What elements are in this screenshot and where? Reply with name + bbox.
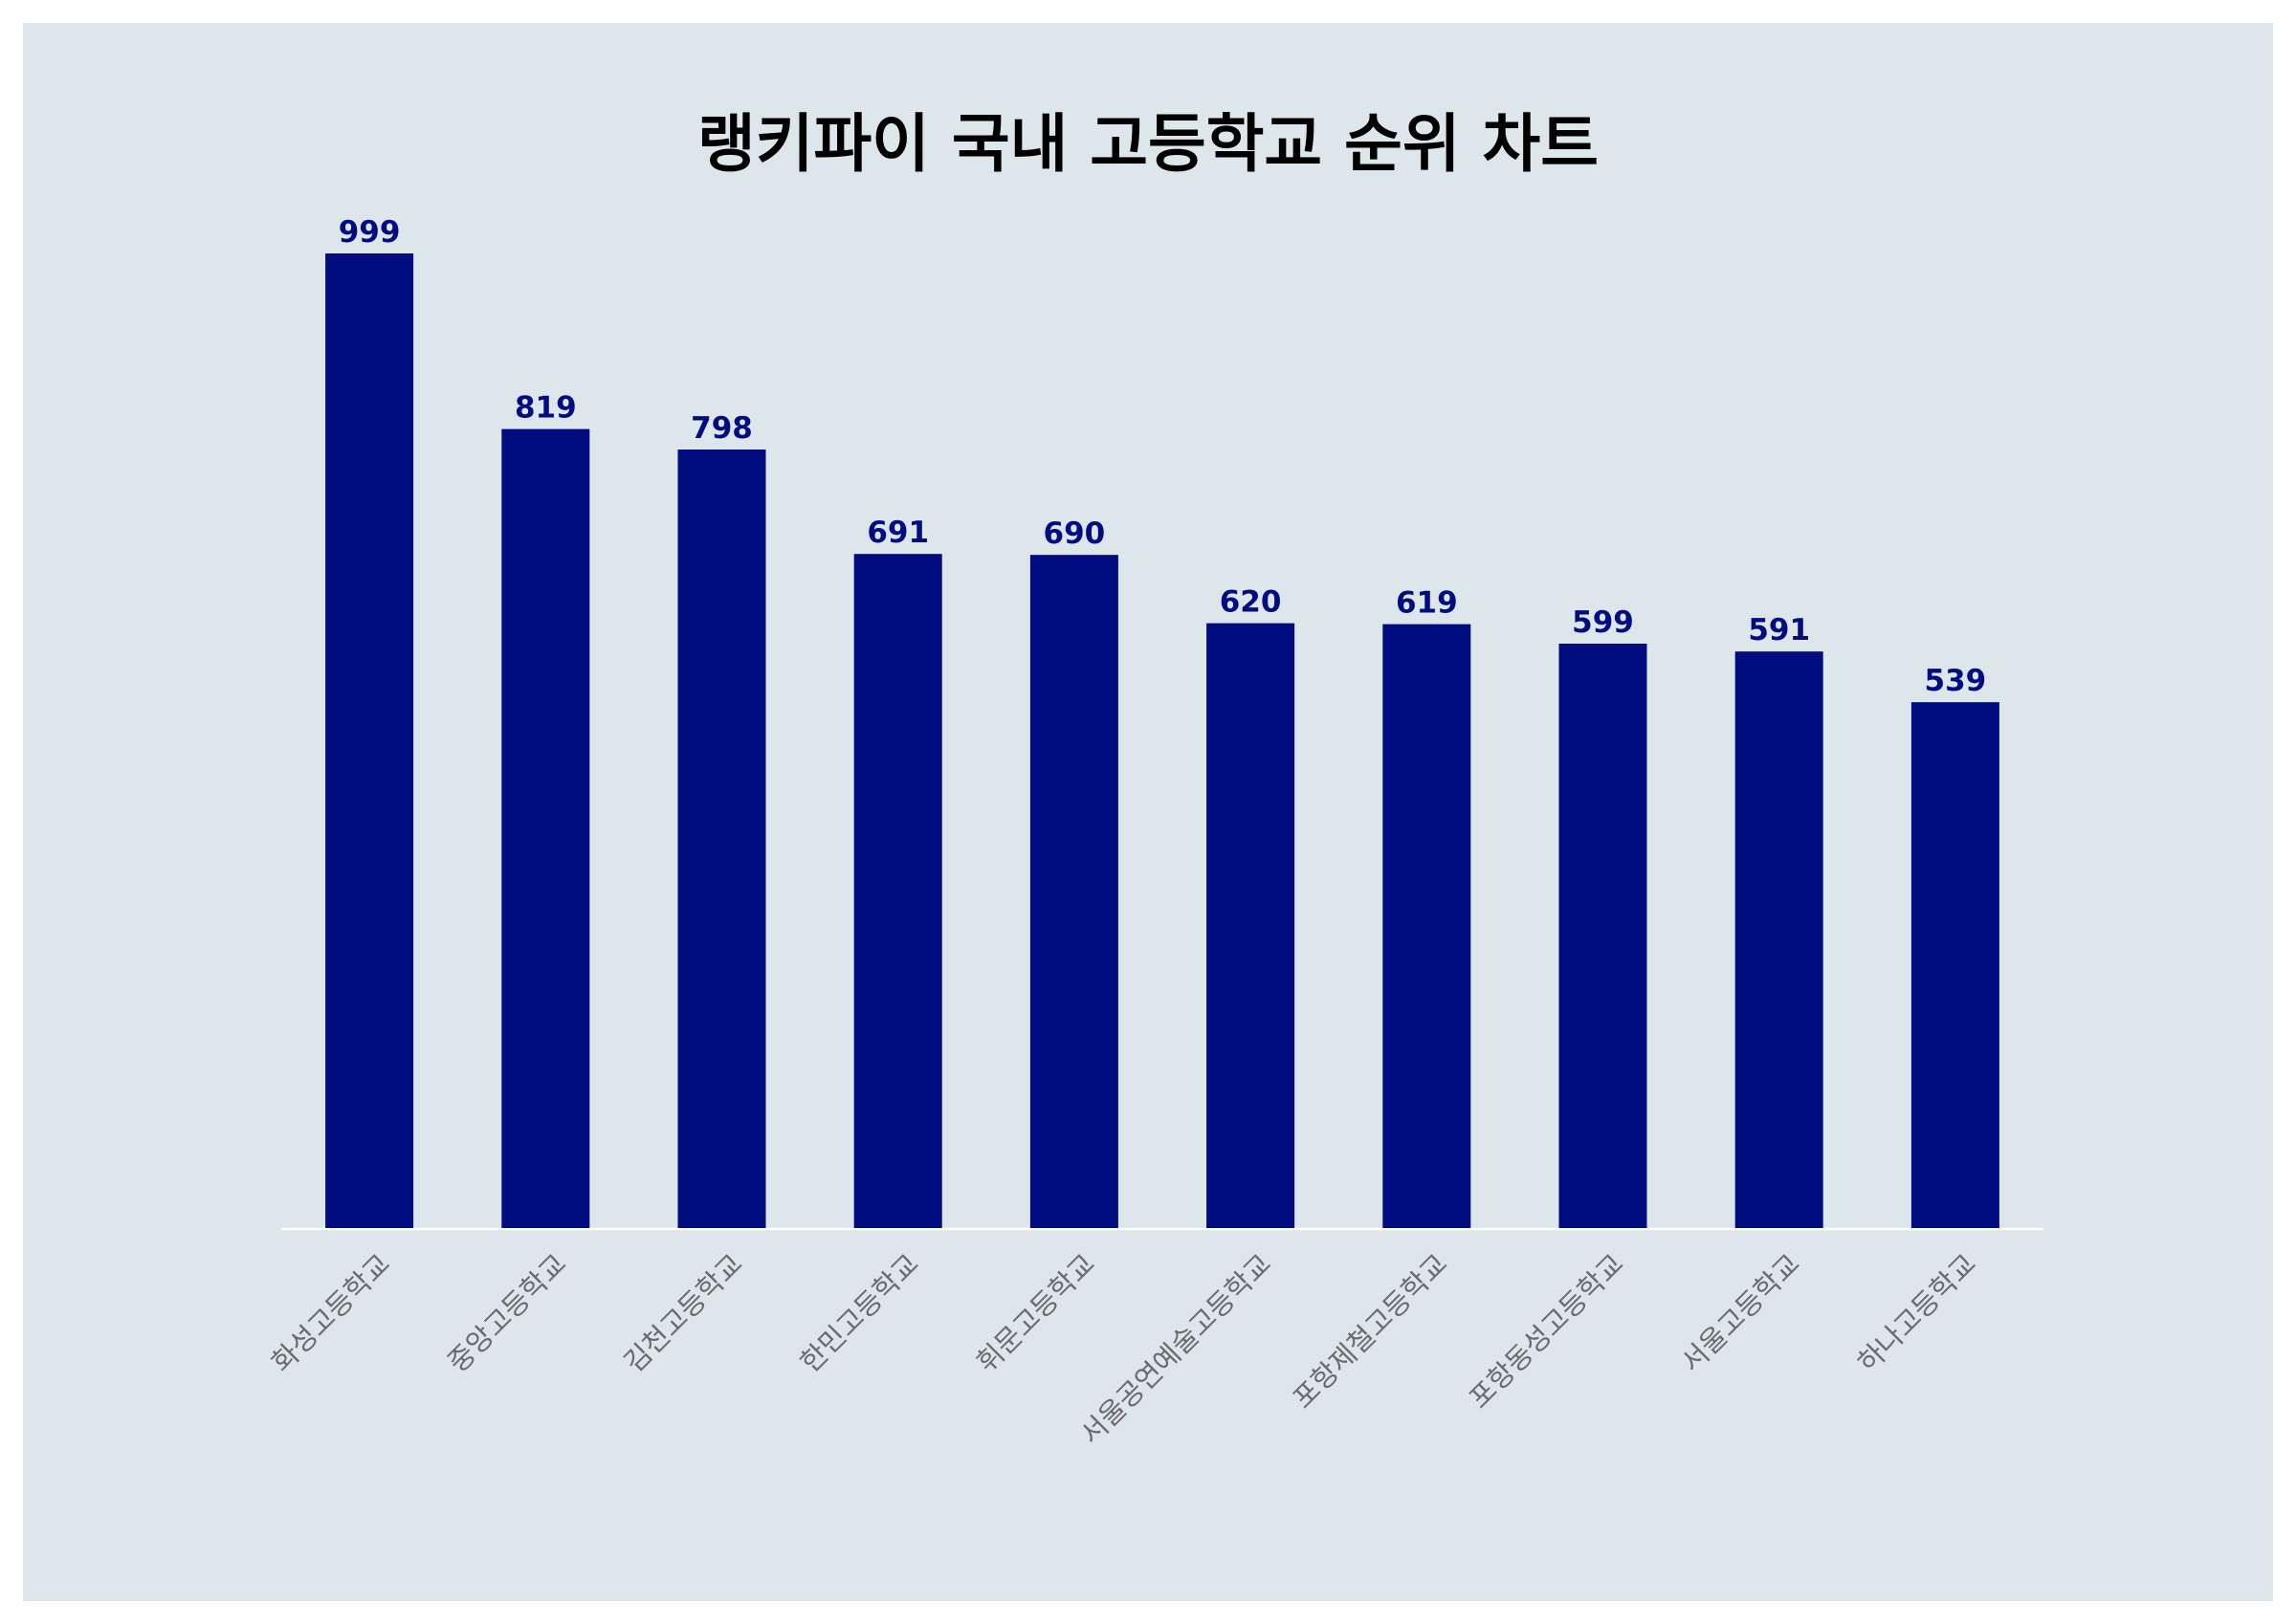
bar xyxy=(1029,555,1118,1228)
x-tick-label: 포항제철고등학교 xyxy=(1287,1247,1454,1415)
tick-labels-group: 화성고등학교 중앙고등학교 김천고등학교 한민고등학교 휘문고등학교서울공연예술고등학교… xyxy=(265,1247,1982,1451)
x-tick-label: 서울고등학교 xyxy=(1675,1247,1806,1378)
bar xyxy=(1206,623,1295,1228)
bar-value-label: 539 xyxy=(1925,664,1987,698)
bar-value-label: 619 xyxy=(1396,586,1458,621)
x-tick-label: 화성고등학교 xyxy=(265,1247,396,1378)
x-tick-label: 하나고등학교 xyxy=(1851,1247,1982,1378)
bar-value-label: 999 xyxy=(339,215,401,250)
bar-value-label: 690 xyxy=(1044,516,1106,551)
bar xyxy=(1558,644,1647,1228)
bar xyxy=(1382,624,1471,1228)
bar xyxy=(853,554,942,1228)
value-labels-group: 999 819 798 691 690 620 619 599 591 539 xyxy=(339,215,1987,698)
x-tick-label: 휘문고등학교 xyxy=(970,1247,1101,1378)
bar-value-label: 819 xyxy=(515,391,577,426)
bar xyxy=(677,450,766,1228)
bar-value-label: 620 xyxy=(1220,585,1282,620)
bar-value-label: 599 xyxy=(1572,605,1634,640)
x-tick-label: 한민고등학교 xyxy=(794,1247,925,1378)
bar xyxy=(325,253,414,1228)
chart-title: 랭키파이 국내 고등학교 순위 차트 xyxy=(697,107,1599,181)
x-tick-label: 서울공연예술고등학교 xyxy=(1074,1247,1278,1451)
x-tick-label: 김천고등학교 xyxy=(617,1247,748,1378)
bar xyxy=(1734,651,1823,1228)
bars-group xyxy=(325,253,1999,1229)
bar xyxy=(1910,702,1999,1228)
bar xyxy=(501,428,590,1229)
bar-value-label: 591 xyxy=(1748,613,1810,647)
x-tick-label: 중앙고등학교 xyxy=(441,1247,572,1378)
bar-value-label: 691 xyxy=(867,516,929,550)
x-tick-label: 포항동성고등학교 xyxy=(1463,1247,1630,1415)
bar-value-label: 798 xyxy=(691,411,753,446)
